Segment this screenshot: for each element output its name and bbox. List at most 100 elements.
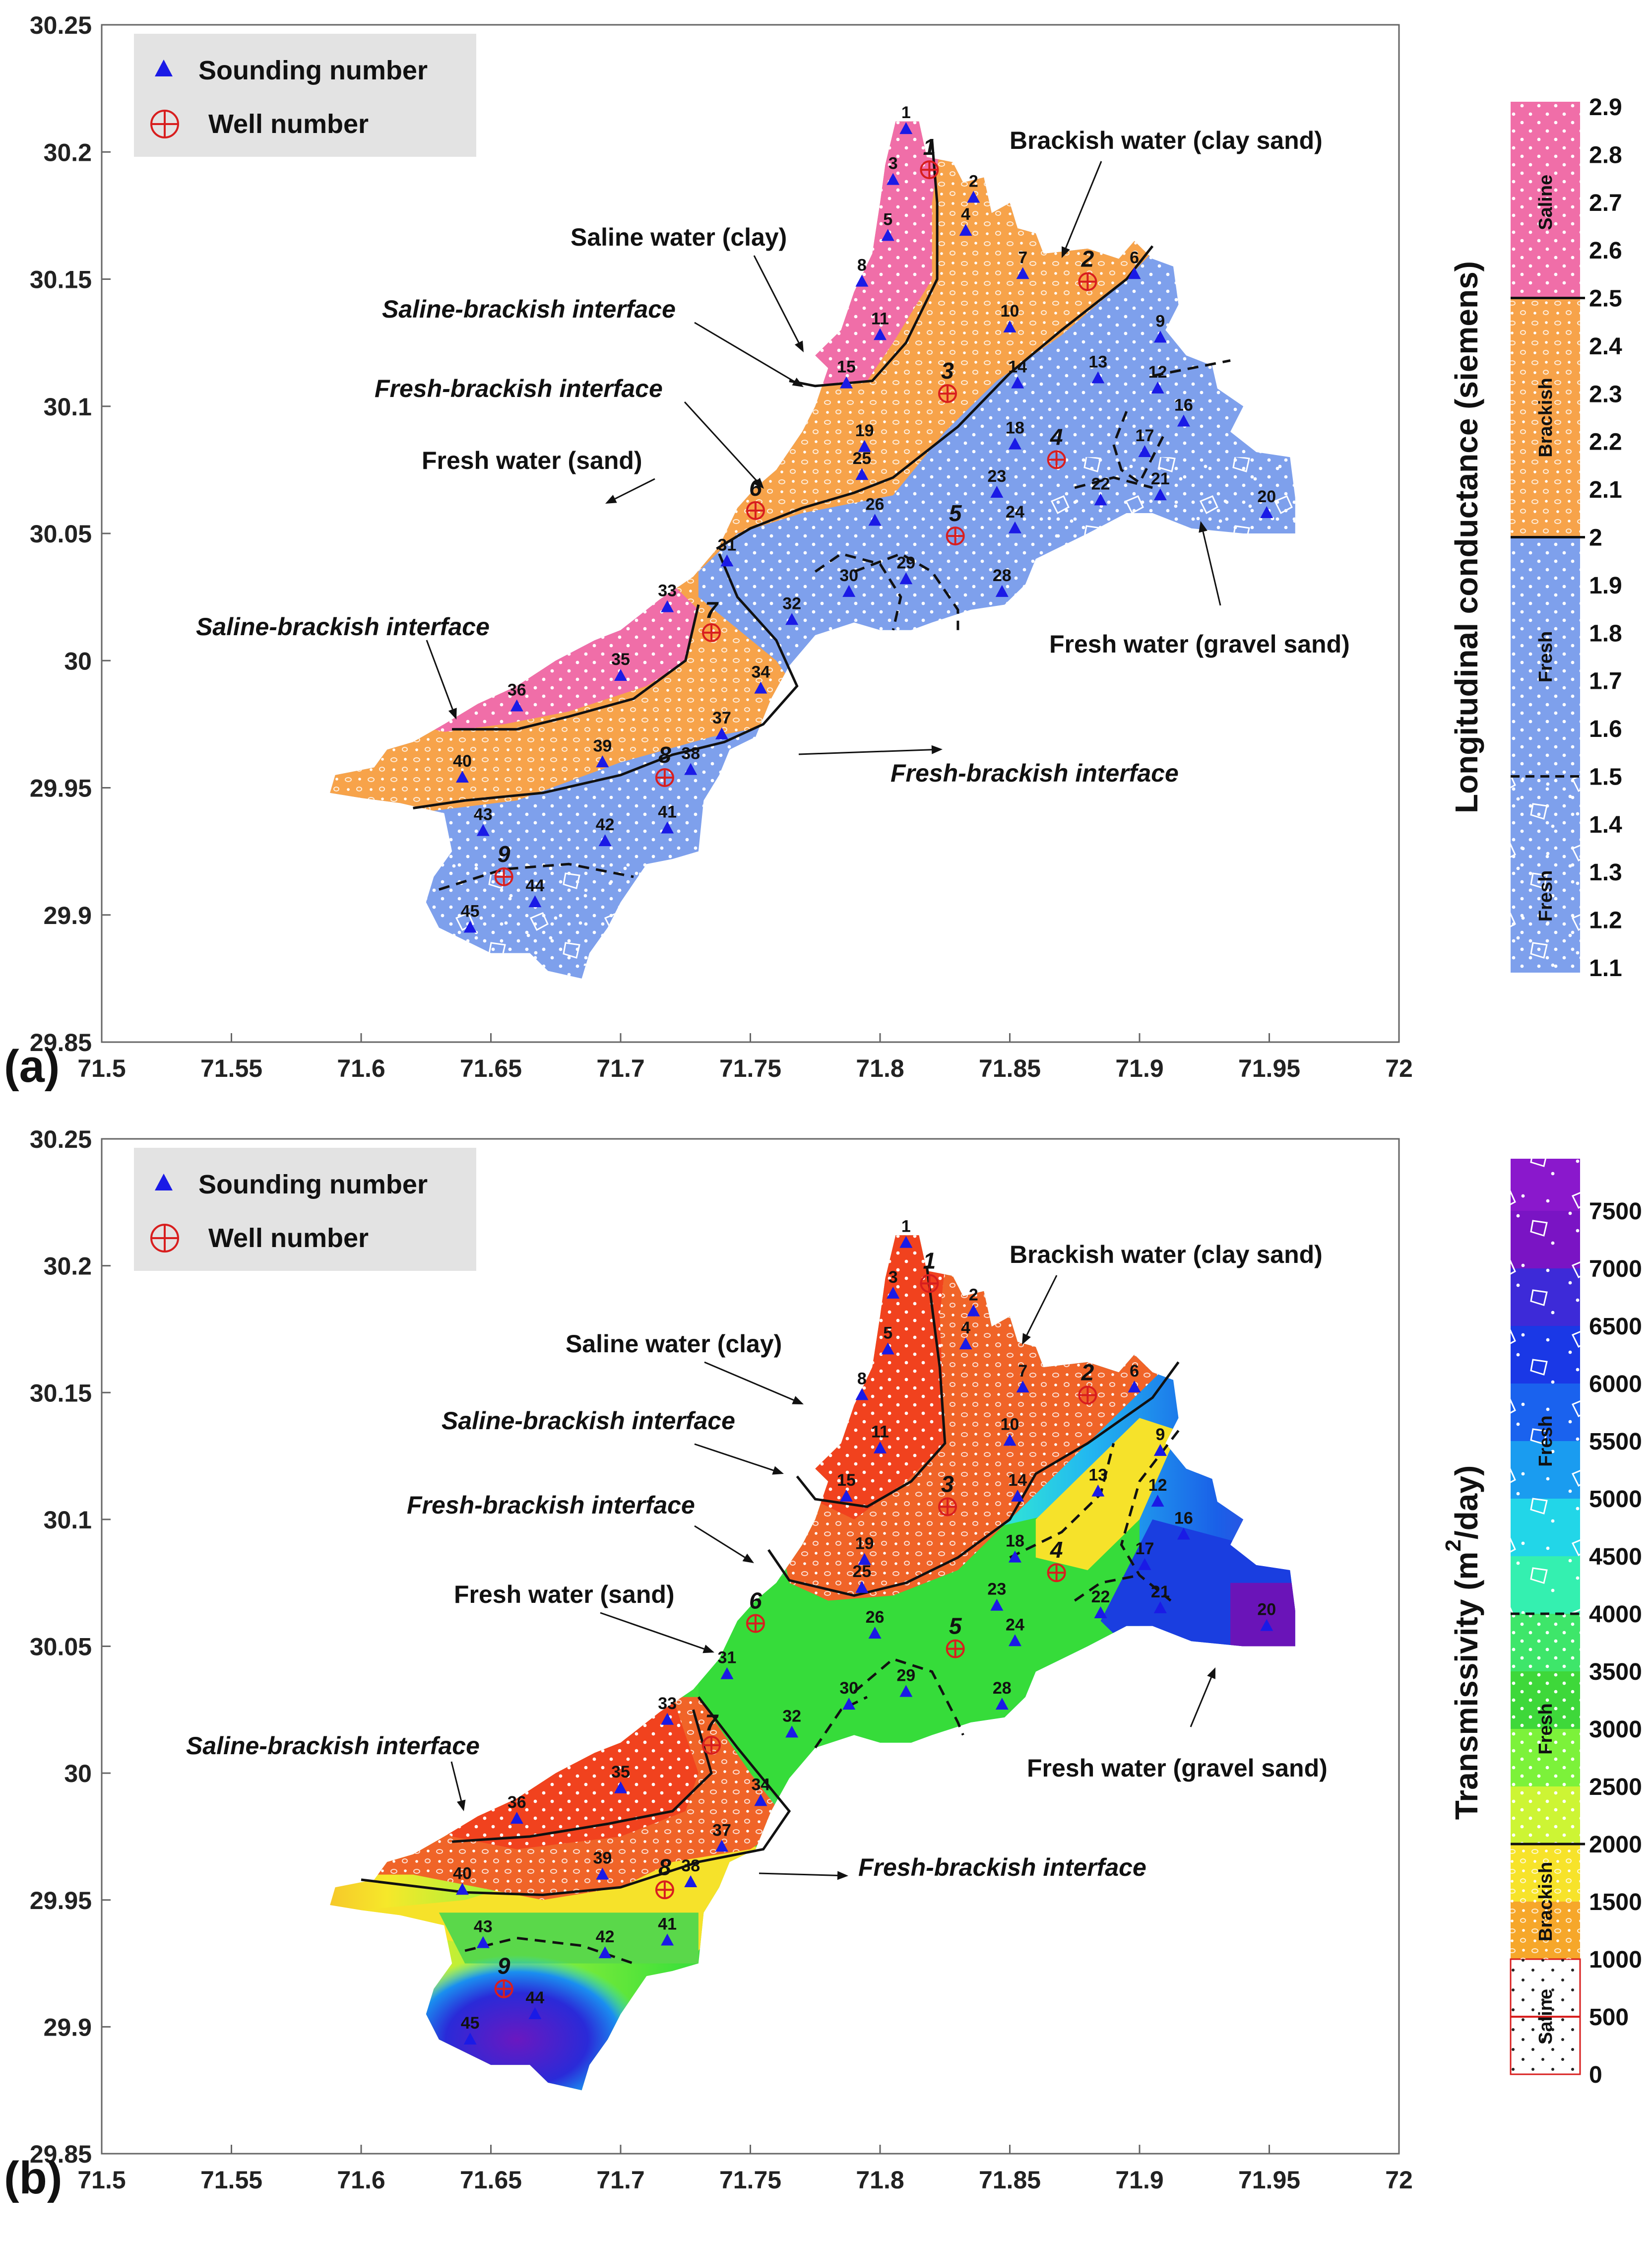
sounding-30[interactable]: 30 [839, 1679, 858, 1710]
sounding-34[interactable]: 34 [752, 663, 770, 694]
sounding-37[interactable]: 37 [712, 1821, 731, 1852]
sounding-33[interactable]: 33 [658, 1694, 677, 1725]
sounding-32[interactable]: 32 [782, 1707, 801, 1738]
sounding-11[interactable]: 11 [871, 1423, 889, 1453]
well-5[interactable]: 5 [946, 500, 965, 546]
sounding-8[interactable]: 8 [855, 1369, 869, 1400]
sounding-1[interactable]: 1 [899, 103, 913, 134]
sounding-23[interactable]: 23 [987, 467, 1006, 498]
well-1[interactable]: 1 [920, 134, 939, 180]
sounding-19[interactable]: 19 [855, 1534, 874, 1565]
sounding-38[interactable]: 38 [681, 1856, 700, 1887]
sounding-13[interactable]: 13 [1088, 1466, 1107, 1497]
sounding-43[interactable]: 43 [474, 805, 493, 836]
sounding-31[interactable]: 31 [718, 535, 737, 567]
sounding-28[interactable]: 28 [993, 1679, 1012, 1710]
sounding-36[interactable]: 36 [508, 681, 526, 712]
sounding-15[interactable]: 15 [837, 1471, 856, 1502]
sounding-17[interactable]: 17 [1136, 1539, 1154, 1570]
sounding-7[interactable]: 7 [1016, 1362, 1029, 1393]
well-9[interactable]: 9 [494, 1953, 513, 1998]
well-4[interactable]: 4 [1047, 424, 1066, 469]
sounding-34[interactable]: 34 [752, 1775, 770, 1806]
well-7[interactable]: 7 [702, 1710, 721, 1755]
sounding-45[interactable]: 45 [461, 902, 480, 933]
sounding-30[interactable]: 30 [839, 566, 858, 597]
sounding-4[interactable]: 4 [959, 205, 972, 236]
sounding-25[interactable]: 25 [852, 449, 871, 480]
sounding-29[interactable]: 29 [896, 1666, 915, 1697]
sounding-12[interactable]: 12 [1148, 1476, 1167, 1507]
sounding-21[interactable]: 21 [1151, 1583, 1170, 1613]
sounding-8[interactable]: 8 [855, 256, 869, 287]
sounding-10[interactable]: 10 [1001, 302, 1019, 332]
sounding-41[interactable]: 41 [658, 1915, 677, 1946]
well-8[interactable]: 8 [655, 1854, 674, 1900]
sounding-24[interactable]: 24 [1006, 1615, 1024, 1647]
sounding-11[interactable]: 11 [871, 309, 889, 340]
sounding-4[interactable]: 4 [959, 1319, 972, 1350]
sounding-19[interactable]: 19 [855, 421, 874, 452]
well-3[interactable]: 3 [938, 1471, 957, 1517]
sounding-3[interactable]: 3 [887, 154, 900, 185]
sounding-15[interactable]: 15 [837, 358, 856, 389]
sounding-41[interactable]: 41 [658, 803, 677, 834]
sounding-10[interactable]: 10 [1001, 1415, 1019, 1446]
sounding-44[interactable]: 44 [525, 1988, 544, 2019]
sounding-33[interactable]: 33 [658, 582, 677, 612]
sounding-7[interactable]: 7 [1016, 248, 1029, 279]
sounding-45[interactable]: 45 [461, 2014, 480, 2045]
well-1[interactable]: 1 [920, 1248, 939, 1293]
sounding-24[interactable]: 24 [1006, 503, 1024, 533]
sounding-20[interactable]: 20 [1257, 487, 1276, 518]
sounding-2[interactable]: 2 [967, 1286, 980, 1317]
sounding-12[interactable]: 12 [1148, 363, 1167, 394]
sounding-1[interactable]: 1 [899, 1217, 913, 1248]
sounding-22[interactable]: 22 [1091, 1587, 1110, 1619]
sounding-29[interactable]: 29 [896, 553, 915, 585]
well-8[interactable]: 8 [655, 742, 674, 787]
sounding-39[interactable]: 39 [593, 1849, 612, 1880]
sounding-40[interactable]: 40 [453, 752, 472, 783]
sounding-3[interactable]: 3 [887, 1268, 900, 1299]
sounding-37[interactable]: 37 [712, 709, 731, 739]
sounding-17[interactable]: 17 [1136, 426, 1154, 457]
sounding-31[interactable]: 31 [718, 1649, 737, 1679]
well-6[interactable]: 6 [746, 1587, 765, 1633]
sounding-20[interactable]: 20 [1257, 1600, 1276, 1631]
sounding-36[interactable]: 36 [508, 1793, 526, 1824]
well-4[interactable]: 4 [1047, 1537, 1066, 1583]
sounding-28[interactable]: 28 [993, 566, 1012, 597]
sounding-16[interactable]: 16 [1174, 1509, 1193, 1540]
sounding-5[interactable]: 5 [881, 1323, 894, 1355]
sounding-13[interactable]: 13 [1088, 352, 1107, 384]
sounding-35[interactable]: 35 [611, 1763, 630, 1793]
sounding-38[interactable]: 38 [681, 744, 700, 775]
sounding-6[interactable]: 6 [1128, 248, 1141, 279]
sounding-35[interactable]: 35 [611, 650, 630, 681]
sounding-26[interactable]: 26 [866, 1608, 885, 1639]
sounding-43[interactable]: 43 [474, 1917, 493, 1948]
well-5[interactable]: 5 [946, 1613, 965, 1658]
sounding-16[interactable]: 16 [1174, 396, 1193, 427]
sounding-9[interactable]: 9 [1153, 1425, 1167, 1456]
sounding-22[interactable]: 22 [1091, 474, 1110, 506]
sounding-42[interactable]: 42 [596, 815, 615, 847]
sounding-23[interactable]: 23 [987, 1580, 1006, 1611]
sounding-6[interactable]: 6 [1128, 1362, 1141, 1393]
sounding-18[interactable]: 18 [1006, 1532, 1024, 1563]
sounding-40[interactable]: 40 [453, 1864, 472, 1895]
sounding-26[interactable]: 26 [866, 495, 885, 526]
sounding-32[interactable]: 32 [782, 594, 801, 625]
sounding-14[interactable]: 14 [1008, 1471, 1027, 1502]
sounding-42[interactable]: 42 [596, 1927, 615, 1959]
sounding-5[interactable]: 5 [881, 210, 894, 241]
sounding-44[interactable]: 44 [525, 876, 544, 908]
well-9[interactable]: 9 [494, 841, 513, 886]
well-3[interactable]: 3 [938, 358, 957, 403]
sounding-39[interactable]: 39 [593, 736, 612, 768]
sounding-14[interactable]: 14 [1008, 358, 1027, 389]
sounding-25[interactable]: 25 [852, 1562, 871, 1593]
sounding-2[interactable]: 2 [967, 172, 980, 203]
well-2[interactable]: 2 [1078, 246, 1097, 291]
